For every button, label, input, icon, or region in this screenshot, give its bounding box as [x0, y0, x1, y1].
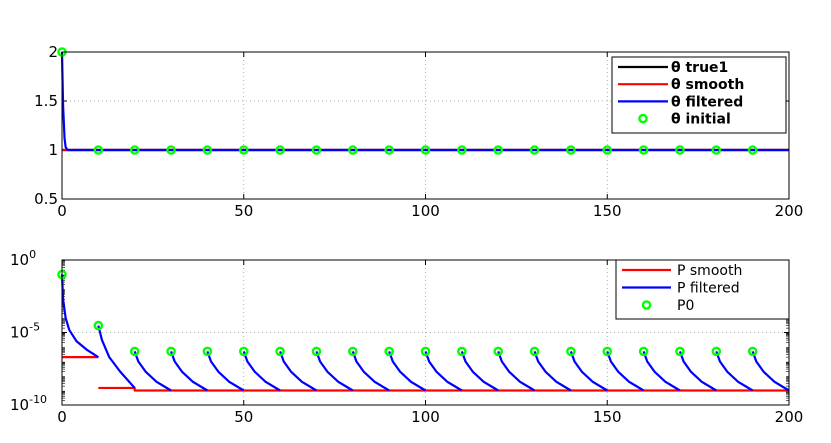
data-point-marker [602, 145, 613, 155]
data-point-marker [638, 346, 649, 357]
data-point-marker [93, 320, 104, 331]
legend-label: P filtered [677, 281, 740, 297]
series-line-p-filtered [715, 350, 754, 392]
series-line-p-filtered [497, 350, 536, 392]
series-line-p-filtered [133, 350, 172, 392]
y-tick-label: 10-5 [10, 321, 40, 342]
data-point-marker [129, 145, 140, 155]
series-line-p-filtered [60, 274, 99, 359]
legend-label: P smooth [677, 263, 742, 279]
data-point-marker [202, 346, 213, 357]
series-line-θ-filtered [60, 51, 789, 152]
data-point-marker [747, 145, 758, 155]
data-point-marker [311, 346, 322, 357]
data-point-marker [529, 346, 540, 357]
y-tick-label: 0.5 [34, 190, 58, 208]
data-point-marker [566, 145, 576, 155]
data-point-marker [420, 346, 431, 357]
data-point-marker [747, 346, 758, 357]
y-tick-label: 100 [10, 248, 36, 269]
series-line-p-filtered [97, 325, 136, 389]
legend-marker [638, 113, 648, 124]
data-point-marker [166, 346, 176, 357]
series-line-p-filtered [642, 350, 681, 392]
legend-label: θ filtered [671, 94, 743, 110]
y-tick-label: 1.5 [34, 92, 58, 110]
data-point-marker [675, 145, 685, 155]
data-point-marker [493, 145, 504, 155]
series-layer [57, 269, 790, 392]
legend-marker [641, 300, 652, 310]
data-point-marker [202, 145, 213, 155]
series-line-p-filtered [678, 350, 717, 392]
data-point-marker [311, 145, 322, 155]
data-point-marker [602, 346, 613, 357]
data-point-marker [457, 346, 467, 357]
data-point-marker [238, 346, 249, 357]
x-tick-label: 100 [411, 202, 440, 220]
legend-label: θ true1 [671, 60, 728, 76]
data-point-marker [638, 145, 649, 155]
p-chart: 0 50 100 150 200 100 10-5 10-10 P smooth P filter… [10, 248, 803, 426]
data-point-marker [420, 145, 431, 155]
series-line-p-filtered [388, 350, 427, 392]
data-point-marker [384, 346, 394, 357]
legend-label: P0 [677, 298, 694, 314]
series-line-p-filtered [751, 350, 790, 392]
series-line-p-filtered [424, 350, 463, 392]
axes-frame [61, 51, 790, 200]
x-tick-label: 0 [57, 408, 67, 426]
data-point-marker [275, 145, 285, 155]
series-line-p-filtered [606, 350, 645, 392]
data-point-marker [275, 346, 285, 357]
data-point-marker [711, 346, 722, 357]
data-point-marker [347, 145, 358, 155]
data-point-marker [457, 145, 467, 155]
series-line-p-filtered [351, 350, 390, 392]
series-line-p-filtered [533, 350, 572, 392]
data-point-marker [675, 346, 685, 357]
data-point-marker [529, 145, 540, 155]
series-line-p-filtered [460, 350, 499, 392]
y-tick-label: 1 [48, 141, 58, 159]
x-tick-label: 200 [775, 408, 804, 426]
y-tick-label: 2 [48, 43, 58, 61]
data-point-marker [238, 145, 249, 155]
data-point-marker [493, 346, 504, 357]
data-point-marker [129, 346, 140, 357]
x-tick-label: 100 [411, 408, 440, 426]
x-tick-label: 50 [234, 408, 253, 426]
legend-label: θ initial [671, 112, 731, 128]
data-point-marker [711, 145, 722, 155]
x-tick-label: 0 [57, 202, 67, 220]
x-tick-label: 200 [775, 202, 804, 220]
series-line-p-filtered [279, 350, 318, 392]
x-tick-label: 150 [593, 202, 622, 220]
data-point-marker [166, 145, 176, 155]
series-line-p-filtered [315, 350, 354, 392]
data-point-marker [347, 346, 358, 357]
data-point-marker [384, 145, 394, 155]
x-tick-label: 150 [593, 408, 622, 426]
data-point-marker [93, 145, 104, 155]
axes-frame [61, 259, 790, 406]
series-line-p-filtered [170, 350, 208, 392]
series-line-p-filtered [242, 350, 281, 392]
y-tick-label: 10-10 [10, 393, 47, 414]
legend-label: θ smooth [671, 77, 744, 93]
series-line-p-filtered [569, 350, 608, 392]
series-layer [57, 47, 789, 155]
x-tick-label: 50 [234, 202, 253, 220]
series-line-p-filtered [206, 350, 245, 392]
data-point-marker [566, 346, 576, 357]
